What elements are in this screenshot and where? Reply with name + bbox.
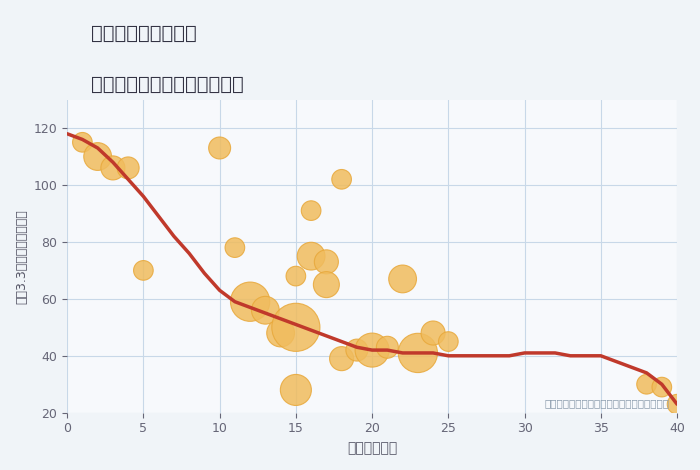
Point — [382, 344, 393, 351]
Point — [77, 139, 88, 146]
Point — [260, 306, 271, 314]
Point — [290, 323, 302, 331]
Point — [321, 258, 332, 266]
Point — [412, 349, 423, 357]
Point — [275, 329, 286, 337]
Point — [442, 338, 454, 345]
Text: 兵庫県姫路市南条の: 兵庫県姫路市南条の — [91, 24, 197, 42]
Point — [367, 346, 378, 354]
Point — [244, 298, 256, 306]
Point — [107, 164, 118, 172]
Y-axis label: 坪（3.3㎡）単価（万円）: 坪（3.3㎡）単価（万円） — [15, 209, 28, 304]
Point — [397, 275, 408, 282]
Point — [290, 272, 302, 280]
Point — [305, 252, 316, 260]
Point — [92, 153, 103, 160]
Point — [122, 164, 134, 172]
Point — [336, 175, 347, 183]
Point — [321, 281, 332, 289]
Point — [641, 381, 652, 388]
Point — [305, 207, 316, 214]
Point — [214, 144, 225, 152]
Point — [671, 400, 682, 408]
Text: 円の大きさは、取引のあった物件面積を示す: 円の大きさは、取引のあった物件面積を示す — [545, 399, 669, 408]
Point — [656, 384, 667, 391]
Point — [428, 329, 439, 337]
Text: 築年数別中古マンション価格: 築年数別中古マンション価格 — [91, 75, 244, 94]
X-axis label: 築年数（年）: 築年数（年） — [347, 441, 397, 455]
Point — [138, 266, 149, 274]
Point — [290, 386, 302, 394]
Point — [336, 355, 347, 362]
Point — [351, 346, 363, 354]
Point — [230, 244, 241, 251]
